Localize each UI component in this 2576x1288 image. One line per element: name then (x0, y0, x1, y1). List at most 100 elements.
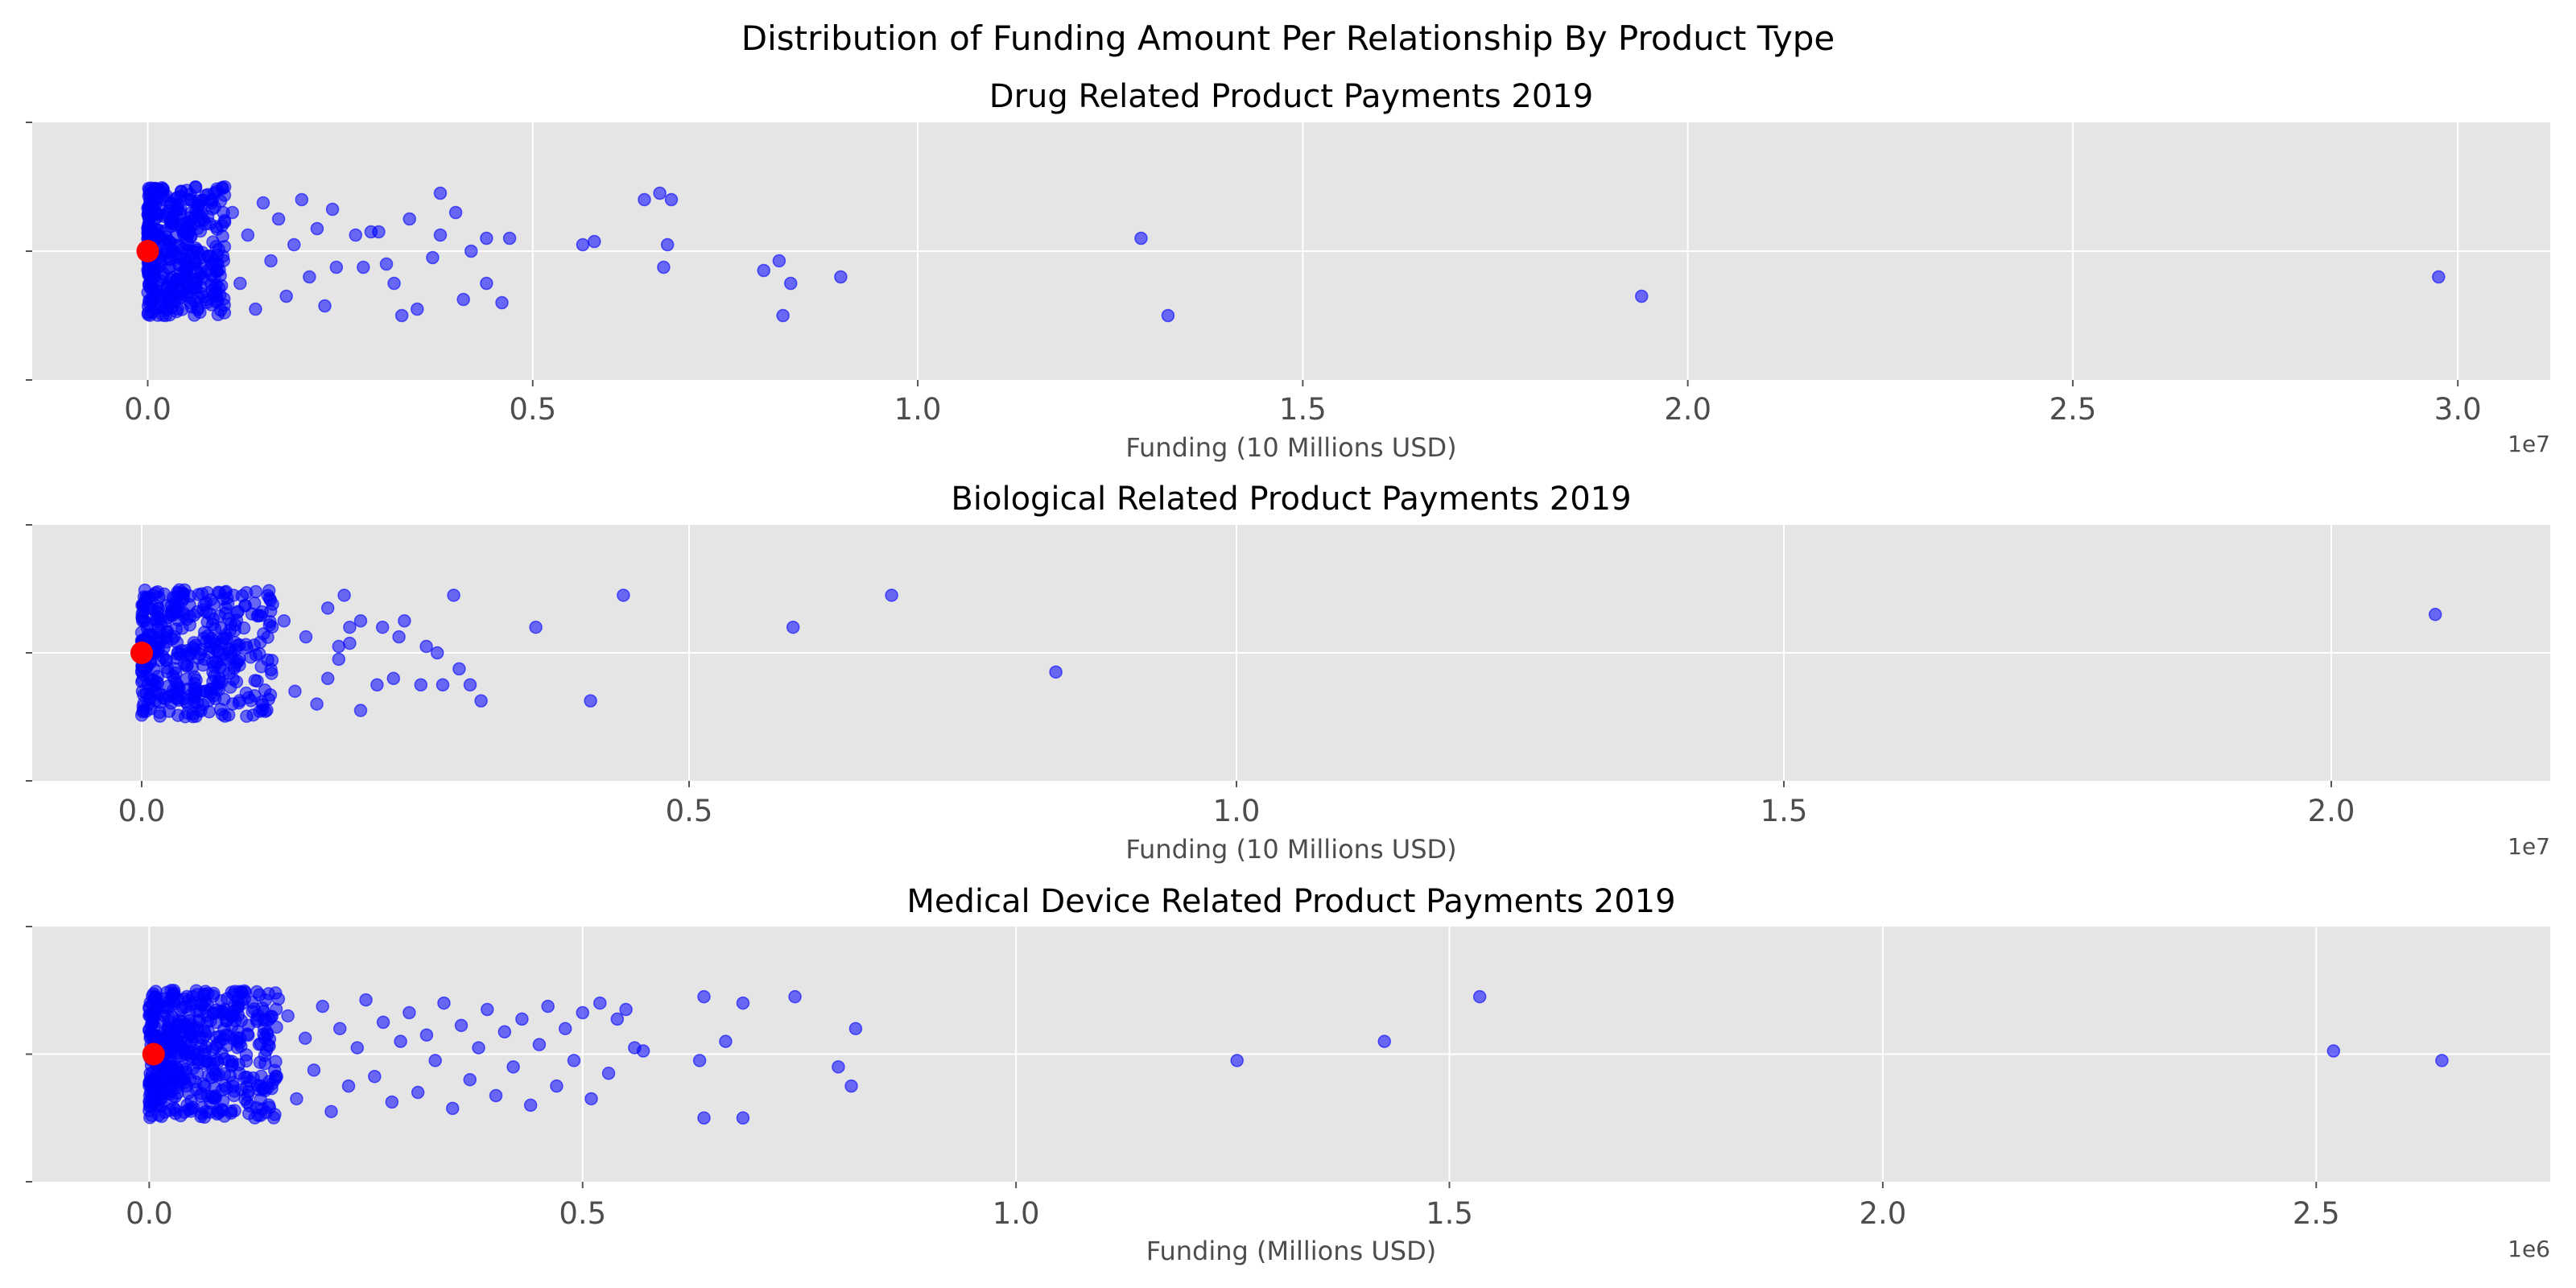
data-point (357, 260, 370, 275)
data-point (256, 196, 270, 210)
x-axis-label: Funding (10 Millions USD) (1125, 834, 1456, 865)
data-point (576, 1005, 589, 1020)
x-tick-label: 3.0 (2434, 392, 2482, 427)
data-point (783, 276, 798, 291)
data-point (171, 708, 185, 722)
data-point (169, 667, 183, 680)
data-point (147, 1096, 161, 1110)
data-point (189, 709, 203, 724)
x-tick-label: 1.0 (1213, 794, 1261, 828)
data-point (664, 192, 679, 207)
data-point (844, 1079, 858, 1093)
data-point (191, 1023, 204, 1038)
data-point (261, 630, 275, 644)
data-point (610, 1012, 625, 1026)
data-point (411, 1085, 425, 1100)
data-point (529, 620, 543, 634)
data-point (343, 620, 357, 634)
data-point (271, 212, 286, 226)
data-point (332, 639, 346, 654)
data-point (134, 708, 149, 722)
data-point (225, 205, 239, 220)
data-point (250, 1079, 265, 1092)
data-point (259, 1105, 273, 1120)
data-point (142, 628, 157, 642)
data-point (269, 986, 283, 1000)
data-point (350, 1041, 365, 1055)
subplot-3: 0.0 0.5 1.0 1.5 2.0 2.5 Medical Device Related… (26, 883, 2550, 1266)
data-point (379, 257, 394, 271)
data-point (182, 1039, 196, 1053)
data-point (204, 592, 218, 607)
data-point (320, 601, 335, 615)
data-point (159, 303, 174, 317)
x-tick-label: 0.0 (118, 794, 166, 828)
median-marker (136, 240, 159, 262)
data-point (576, 237, 590, 252)
data-point (168, 1023, 182, 1037)
x-tick-label: 0.0 (124, 392, 171, 427)
scatter-points (136, 180, 2446, 323)
x-axis-label: Funding (Millions USD) (1146, 1236, 1436, 1266)
x-tick-label: 1.5 (1761, 794, 1808, 828)
subplots: 0.0 0.5 1.0 1.5 2.0 2.5 3.0 Drug Related Produc… (26, 78, 2550, 1266)
data-point (183, 244, 196, 258)
data-point (233, 638, 246, 652)
data-point (2428, 608, 2442, 621)
data-point (786, 620, 800, 634)
subplot-title: Drug Related Product Payments 2019 (989, 78, 1593, 115)
data-point (452, 662, 466, 676)
x-tick-label: 1.0 (993, 1196, 1040, 1231)
data-point (154, 258, 167, 271)
data-point (343, 636, 357, 650)
data-point (376, 1015, 390, 1030)
data-point (464, 244, 478, 258)
data-point (213, 263, 226, 277)
figure-title: Distribution of Funding Amount Per Relat… (741, 19, 1835, 58)
data-point (2435, 1054, 2449, 1067)
data-point (217, 306, 232, 320)
data-point (584, 694, 597, 708)
data-point (402, 212, 416, 226)
data-point (495, 295, 509, 310)
data-point (584, 1092, 598, 1106)
data-point (1230, 1054, 1244, 1067)
data-point (848, 1022, 863, 1036)
data-point (234, 1083, 249, 1096)
data-point (454, 1018, 469, 1033)
data-point (146, 989, 159, 1003)
data-point (660, 237, 675, 252)
scatter-points (142, 984, 2449, 1125)
data-point (200, 605, 213, 619)
data-point (225, 985, 239, 999)
data-point (217, 291, 231, 306)
subplot-title: Biological Related Product Payments 2019 (951, 481, 1631, 518)
data-point (192, 588, 205, 601)
data-point (325, 202, 340, 217)
data-point (240, 709, 254, 723)
data-point (619, 1002, 633, 1017)
data-point (217, 180, 232, 194)
data-point (719, 1034, 733, 1048)
data-point (152, 1075, 167, 1089)
data-point (151, 585, 165, 599)
data-point (1134, 231, 1148, 246)
data-point (372, 225, 386, 239)
data-point (332, 652, 346, 667)
data-point (279, 289, 293, 303)
data-point (349, 228, 363, 242)
data-point (246, 1005, 259, 1018)
data-point (1049, 665, 1063, 679)
data-point (337, 588, 351, 602)
data-point (197, 631, 211, 645)
data-point (447, 588, 460, 602)
data-point (430, 646, 444, 660)
data-point (153, 1015, 167, 1029)
x-tick-label: 1.0 (894, 392, 942, 427)
axis-offset-label: 1e6 (2508, 1236, 2550, 1262)
data-point (506, 1060, 520, 1074)
x-tick-label: 0.5 (509, 392, 556, 427)
data-point (218, 585, 232, 600)
data-point (692, 1054, 707, 1067)
